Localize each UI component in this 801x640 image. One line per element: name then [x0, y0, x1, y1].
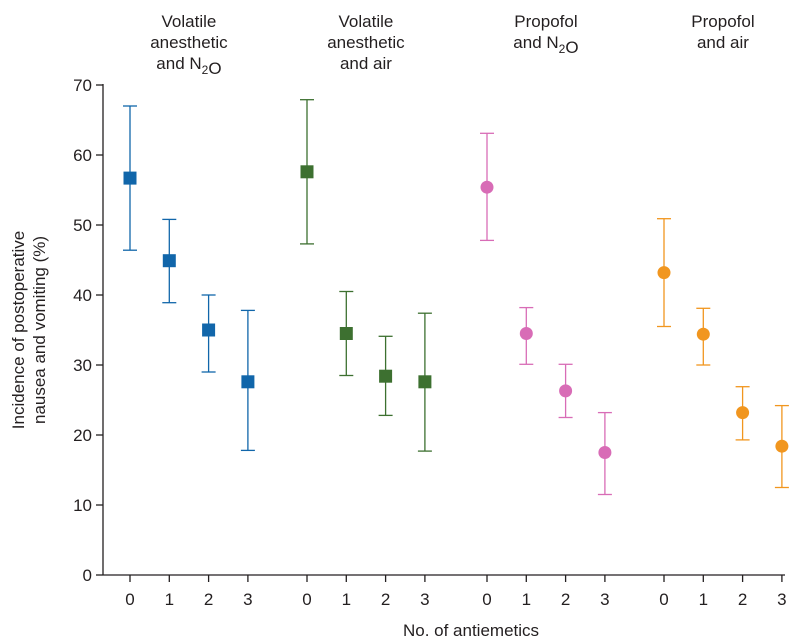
data-point-circle — [736, 406, 749, 419]
group-title-line: Volatile — [339, 12, 394, 31]
y-axis-title: Incidence of postoperative nausea and vom… — [9, 231, 49, 429]
y-tick-label: 0 — [83, 566, 92, 585]
x-tick-label: 3 — [777, 590, 786, 609]
y-axis: 0 10 20 30 40 50 60 70 — [73, 76, 103, 585]
x-tick-label: 0 — [125, 590, 134, 609]
series-group — [300, 100, 432, 451]
group-title-text: and N — [156, 54, 201, 73]
series-group — [123, 106, 255, 450]
x-tick-label: 1 — [165, 590, 174, 609]
y-tick-label: 20 — [73, 426, 92, 445]
group-titles: Volatile anesthetic and N2O Volatile anesthe… — [150, 12, 754, 78]
x-tick-label: 2 — [204, 590, 213, 609]
group-title-text: and air — [697, 33, 749, 52]
data-point-square — [340, 327, 353, 340]
group-title-text: anesthetic — [150, 33, 228, 52]
data-point-circle — [559, 384, 572, 397]
y-tick-label: 50 — [73, 216, 92, 235]
x-tick-label: 2 — [381, 590, 390, 609]
y-axis-title-line: Incidence of postoperative — [9, 231, 28, 429]
data-point-circle — [658, 266, 671, 279]
x-axis: 0 1 2 3 0 1 2 3 0 1 2 3 0 1 2 3 — [103, 575, 787, 609]
group-title-text: O — [565, 38, 578, 57]
y-tick-label: 10 — [73, 496, 92, 515]
x-tick-label: 0 — [302, 590, 311, 609]
x-tick-label: 1 — [522, 590, 531, 609]
x-tick-label: 3 — [243, 590, 252, 609]
group-title: Volatile anesthetic and air — [327, 12, 405, 73]
data-point-square — [241, 375, 254, 388]
group-title-text: anesthetic — [327, 33, 405, 52]
data-point-circle — [775, 440, 788, 453]
group-title: Propofol and N2O — [513, 12, 578, 57]
y-tick-label: 70 — [73, 76, 92, 95]
x-tick-label: 0 — [659, 590, 668, 609]
group-title-text: and air — [340, 54, 392, 73]
y-axis-title-line: nausea and vomiting (%) — [30, 236, 49, 424]
group-title-line: Propofol — [514, 12, 577, 31]
y-tick-label: 30 — [73, 356, 92, 375]
data-point-square — [124, 172, 137, 185]
series-group — [657, 219, 789, 488]
data-point-circle — [520, 327, 533, 340]
x-tick-label: 2 — [561, 590, 570, 609]
x-axis-title: No. of antiemetics — [403, 621, 539, 640]
group-title-text: and N — [513, 33, 558, 52]
x-tick-label: 3 — [420, 590, 429, 609]
data-point-circle — [697, 328, 710, 341]
group-title: Volatile anesthetic and N2O — [150, 12, 228, 78]
group-title-line: Volatile — [162, 12, 217, 31]
data-point-square — [418, 375, 431, 388]
group-title-text: Volatile — [339, 12, 394, 31]
y-tick-label: 60 — [73, 146, 92, 165]
x-tick-label: 1 — [699, 590, 708, 609]
group-title-text: O — [208, 59, 221, 78]
x-tick-label: 2 — [738, 590, 747, 609]
group-title-text: Propofol — [691, 12, 754, 31]
group-title-line: anesthetic — [150, 33, 228, 52]
group-title-line: and air — [340, 54, 392, 73]
group-title-line: and N2O — [513, 33, 578, 57]
group-title-line: and air — [697, 33, 749, 52]
group-title-line: and N2O — [156, 54, 221, 78]
x-tick-label: 3 — [600, 590, 609, 609]
data-point-square — [202, 324, 215, 337]
group-title-line: anesthetic — [327, 33, 405, 52]
data-point-circle — [481, 181, 494, 194]
series-layer — [123, 100, 789, 495]
series-group — [480, 133, 612, 494]
data-point-circle — [598, 446, 611, 459]
data-point-square — [301, 165, 314, 178]
x-tick-label: 0 — [482, 590, 491, 609]
group-title: Propofol and air — [691, 12, 754, 52]
y-tick-label: 40 — [73, 286, 92, 305]
data-point-square — [163, 254, 176, 267]
group-title-line: Propofol — [691, 12, 754, 31]
data-point-square — [379, 370, 392, 383]
group-title-text: Propofol — [514, 12, 577, 31]
x-tick-label: 1 — [342, 590, 351, 609]
group-title-text: Volatile — [162, 12, 217, 31]
